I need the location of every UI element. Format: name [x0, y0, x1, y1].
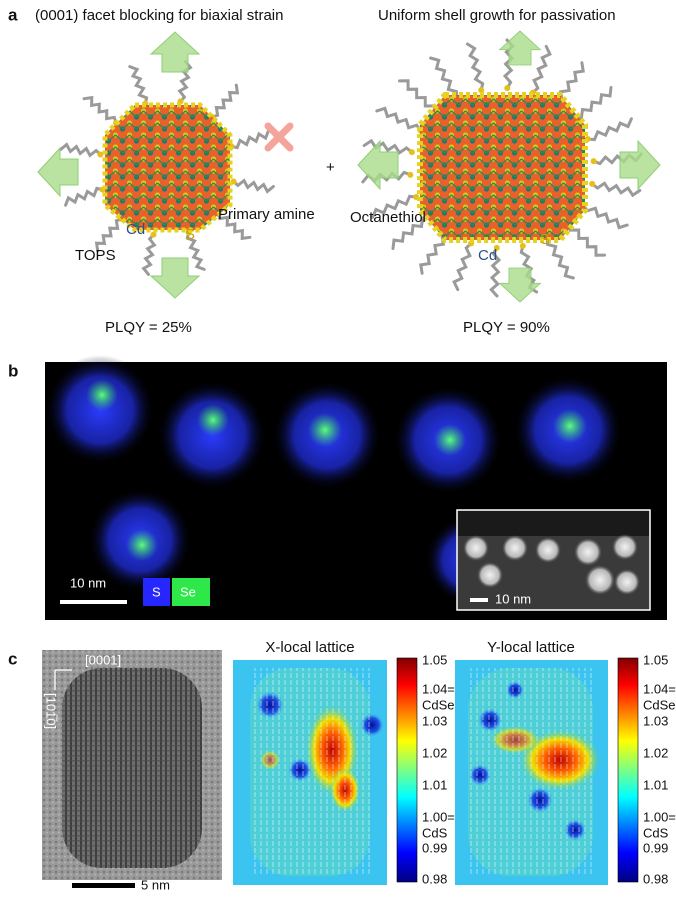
- strain-map: [233, 660, 387, 885]
- atom-label: Cd: [478, 247, 497, 264]
- ligand: [66, 188, 103, 205]
- panel-label: a: [8, 5, 18, 24]
- arrow: [500, 268, 541, 302]
- ligand-head: [504, 85, 510, 91]
- scale-bar: [72, 883, 135, 888]
- cross-mark: [268, 126, 290, 148]
- colorbar-label: 1.02: [422, 745, 447, 760]
- figure: a (0001) facet blocking for biaxial stra…: [0, 0, 676, 898]
- ligand: [232, 131, 269, 148]
- strain-map: [455, 660, 608, 885]
- ligand: [144, 235, 155, 275]
- ligand: [400, 81, 437, 112]
- colorbar-label: CdS: [422, 825, 448, 840]
- ligand: [467, 44, 482, 90]
- ligand: [212, 85, 237, 117]
- ligand-label: Primary amine: [218, 206, 315, 223]
- ligand: [575, 88, 611, 120]
- ligand: [130, 67, 147, 104]
- arrow: [151, 32, 199, 72]
- ligand: [533, 46, 550, 92]
- atom-label: Cd: [126, 221, 145, 238]
- colorbar-label: 1.00=: [422, 809, 455, 824]
- ligand: [61, 145, 101, 156]
- ligand-head: [150, 232, 156, 238]
- ligand: [583, 205, 627, 227]
- scale-bar-label: 5 nm: [141, 877, 170, 892]
- ligand: [84, 98, 116, 123]
- panel-label: c: [8, 649, 17, 668]
- colorbar-label: 1.04=: [643, 681, 676, 696]
- colorbar-label: CdSe: [643, 697, 676, 712]
- arrow: [500, 31, 541, 65]
- colorbar-label: 1.03: [643, 713, 668, 728]
- colorbar-label: 1.02: [643, 745, 668, 760]
- atom-label: S: [540, 231, 550, 248]
- colorbar-label: 1.01: [422, 777, 447, 792]
- scale-bar: [60, 600, 127, 604]
- colorbar-label: 1.01: [643, 777, 668, 792]
- plus: +: [326, 159, 335, 176]
- plqy: PLQY = 25%: [105, 319, 192, 336]
- colorbar-label: 0.99: [422, 840, 447, 855]
- direction-label: [0001]: [85, 652, 121, 667]
- colorbar-label: 0.99: [643, 840, 668, 855]
- scale-bar: [470, 598, 488, 602]
- ligand-head: [589, 181, 595, 187]
- scale-bar-label: 10 nm: [70, 575, 106, 590]
- ligand: [377, 108, 421, 130]
- nanocrystal: [105, 105, 230, 230]
- ligand: [547, 238, 573, 278]
- scale-bar-label: 10 nm: [495, 591, 531, 606]
- ligand: [454, 243, 471, 289]
- colorbar-label: CdSe: [422, 697, 455, 712]
- colorbar: [618, 658, 638, 882]
- colorbar-label: 1.05: [422, 652, 447, 667]
- nanocrystal: [420, 95, 585, 240]
- panel-title: Uniform shell growth for passivation: [378, 7, 616, 24]
- ligand: [592, 183, 640, 195]
- map-title: Y-local lattice: [487, 639, 575, 656]
- direction-label: [101̅0]: [44, 693, 59, 729]
- ligand-head: [97, 151, 103, 157]
- legend-label: S: [152, 584, 161, 599]
- plqy: PLQY = 90%: [463, 319, 550, 336]
- ligand-label: Octanethiol: [350, 209, 426, 226]
- colorbar-label: 0.98: [422, 871, 447, 886]
- map-title: X-local lattice: [265, 639, 354, 656]
- ligand-head: [520, 243, 526, 249]
- ligand: [234, 181, 274, 192]
- atom-label: S: [185, 226, 195, 243]
- arrow: [620, 141, 660, 189]
- ligand-head: [409, 149, 415, 155]
- colorbar-label: 1.05: [643, 652, 668, 667]
- colorbar: [397, 658, 417, 882]
- legend-label: Se: [180, 584, 196, 599]
- ligand-head: [407, 172, 413, 178]
- colorbar-label: 1.04=: [422, 681, 455, 696]
- arrow: [38, 148, 78, 196]
- colorbar-label: CdS: [643, 825, 669, 840]
- colorbar-label: 1.00=: [643, 809, 676, 824]
- ligand: [588, 119, 632, 140]
- colorbar-label: 0.98: [643, 871, 668, 886]
- colorbar-label: 1.03: [422, 713, 447, 728]
- panel-title: (0001) facet blocking for biaxial strain: [35, 7, 283, 24]
- tem-crystal: [62, 668, 202, 868]
- ligand-label: TOPS: [75, 247, 116, 264]
- ligand-head: [591, 158, 597, 164]
- panel-label: b: [8, 361, 18, 380]
- arrow: [151, 258, 199, 298]
